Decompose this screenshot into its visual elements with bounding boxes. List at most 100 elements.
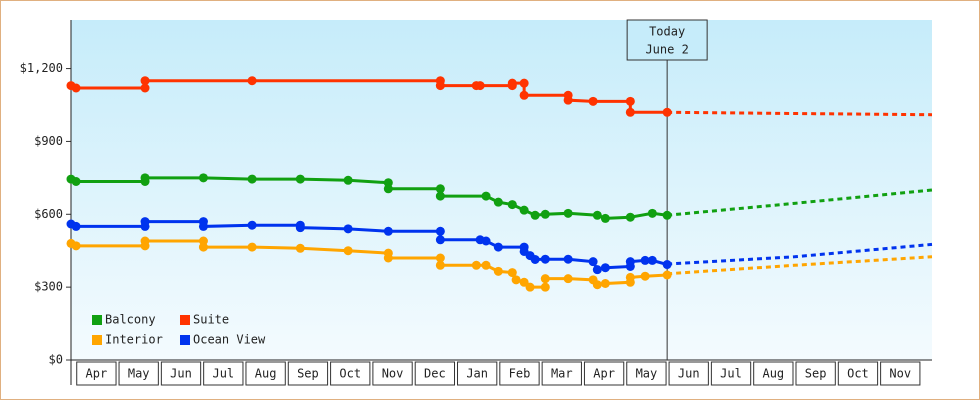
data-point	[592, 280, 602, 290]
forecast-line	[667, 188, 933, 217]
data-point	[563, 95, 573, 105]
legend-label: Interior	[105, 333, 163, 347]
x-tick-label: Sep	[805, 367, 827, 381]
data-point	[295, 243, 305, 253]
data-point	[640, 271, 650, 281]
x-tick-label: Jun	[170, 367, 192, 381]
forecast-line	[667, 255, 933, 276]
data-point	[198, 221, 208, 231]
data-point	[600, 213, 610, 223]
data-point	[625, 257, 635, 267]
data-point	[343, 246, 353, 256]
data-point	[140, 236, 150, 246]
x-tick-band	[118, 361, 159, 386]
data-point	[435, 226, 445, 236]
data-point	[435, 81, 445, 91]
data-point	[247, 242, 257, 252]
data-point	[592, 265, 602, 275]
data-point	[247, 174, 257, 184]
data-point	[383, 253, 393, 263]
x-tick-label: Dec	[424, 367, 446, 381]
data-point	[507, 268, 517, 278]
data-point	[198, 173, 208, 183]
data-point	[71, 83, 81, 93]
x-tick-band	[626, 361, 667, 386]
legend-label: Ocean View	[193, 333, 266, 347]
data-point	[662, 260, 672, 270]
x-tick-label: Nov	[382, 367, 404, 381]
data-point	[519, 90, 529, 100]
x-tick-band	[710, 361, 752, 386]
x-tick-band	[795, 361, 836, 386]
x-tick-label: Jun	[678, 367, 700, 381]
data-point	[247, 220, 257, 230]
data-point	[471, 260, 481, 270]
data-point	[647, 255, 657, 265]
data-point	[588, 96, 598, 106]
x-tick-label: May	[636, 367, 658, 381]
x-tick-band	[414, 361, 456, 386]
x-tick-label: Nov	[889, 367, 911, 381]
data-point	[647, 208, 657, 218]
data-point	[435, 184, 445, 194]
data-point	[493, 266, 503, 276]
x-tick-band	[668, 361, 709, 386]
data-point	[481, 236, 491, 246]
today-date: June 2	[645, 43, 688, 57]
data-point	[530, 210, 540, 220]
data-point	[140, 83, 150, 93]
x-tick-label: Oct	[339, 367, 361, 381]
legend-swatch	[92, 335, 102, 345]
y-tick-label: $900	[34, 134, 63, 148]
data-point	[519, 205, 529, 215]
data-point	[481, 191, 491, 201]
x-tick-label: Jul	[212, 367, 234, 381]
data-point	[640, 255, 650, 265]
data-point	[493, 197, 503, 207]
data-point	[519, 277, 529, 287]
y-tick-label: $300	[34, 280, 63, 294]
data-point	[435, 253, 445, 263]
data-point	[511, 275, 521, 285]
today-label: Today	[649, 25, 685, 39]
data-point	[588, 257, 598, 267]
data-point	[198, 242, 208, 252]
data-point	[71, 221, 81, 231]
data-point	[475, 81, 485, 91]
x-tick-label: Mar	[551, 367, 573, 381]
data-point	[600, 263, 610, 273]
data-point	[662, 107, 672, 117]
data-point	[525, 282, 535, 292]
data-point	[481, 260, 491, 270]
data-point	[540, 209, 550, 219]
x-tick-band	[880, 361, 921, 386]
forecast-line	[667, 110, 933, 117]
data-point	[540, 254, 550, 264]
x-tick-label: Apr	[86, 367, 108, 381]
legend-label: Suite	[193, 313, 229, 327]
data-point	[592, 210, 602, 220]
data-point	[295, 223, 305, 233]
data-point	[600, 279, 610, 288]
data-point	[247, 76, 257, 86]
y-tick-label: $600	[34, 207, 63, 221]
y-tick-label: $0	[49, 353, 63, 367]
data-point	[71, 177, 81, 186]
x-tick-band	[837, 361, 879, 386]
data-point	[435, 235, 445, 245]
data-point	[507, 78, 517, 88]
data-point	[343, 224, 353, 234]
data-point	[507, 200, 517, 210]
forecast-line	[667, 242, 933, 266]
data-point	[540, 282, 550, 292]
data-point	[662, 270, 672, 280]
data-point	[530, 254, 540, 264]
y-tick-label: $1,200	[20, 61, 63, 75]
x-tick-label: Jan	[466, 367, 488, 381]
x-tick-band	[287, 361, 329, 386]
x-tick-label: Oct	[847, 367, 869, 381]
x-tick-band	[753, 361, 794, 386]
plot-area	[71, 20, 932, 360]
x-tick-band	[245, 361, 286, 386]
